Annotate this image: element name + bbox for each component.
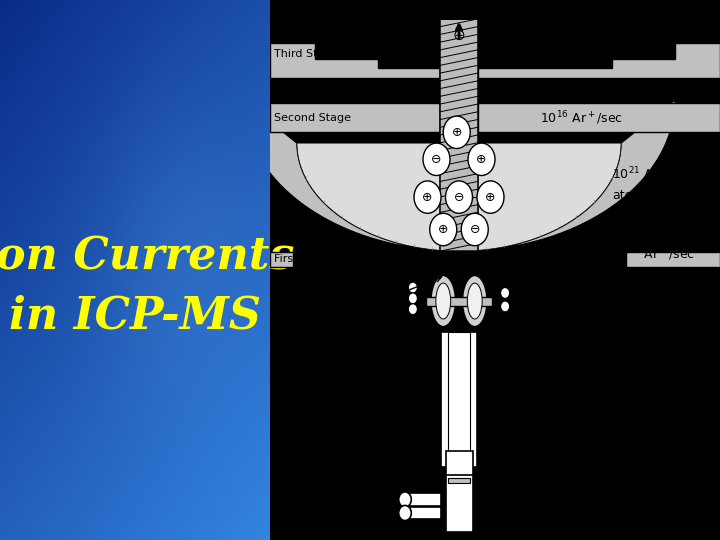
Text: ⊕: ⊕ bbox=[485, 191, 496, 204]
Text: ⊕: ⊕ bbox=[422, 191, 433, 204]
Text: Ion Currents: Ion Currents bbox=[0, 235, 294, 278]
Text: in ICP-MS: in ICP-MS bbox=[9, 294, 261, 338]
Bar bbox=[440, 19, 478, 251]
Polygon shape bbox=[270, 43, 440, 78]
Circle shape bbox=[408, 293, 418, 303]
Circle shape bbox=[446, 181, 472, 213]
Bar bbox=[441, 19, 477, 251]
Text: ⊕: ⊕ bbox=[438, 223, 449, 236]
Ellipse shape bbox=[467, 283, 482, 319]
Text: $10^{16}$ Ar$^+$/sec: $10^{16}$ Ar$^+$/sec bbox=[540, 109, 623, 126]
Text: ⊖: ⊖ bbox=[469, 223, 480, 236]
Ellipse shape bbox=[436, 283, 451, 319]
Bar bbox=[405, 493, 441, 506]
Circle shape bbox=[430, 213, 456, 246]
Text: First Stage: First Stage bbox=[274, 254, 334, 264]
Polygon shape bbox=[243, 100, 675, 251]
Text: ⊕: ⊕ bbox=[489, 44, 501, 58]
Bar bbox=[426, 297, 492, 306]
Text: $10^{13}$ Ar$^+$/sec $\longrightarrow$ 1 X 10$^{-6}$ A: $10^{13}$ Ar$^+$/sec $\longrightarrow$ 1… bbox=[396, 4, 576, 21]
Text: ⊖: ⊖ bbox=[454, 191, 464, 204]
Bar bbox=[405, 507, 441, 519]
Circle shape bbox=[408, 282, 418, 293]
Bar bbox=[270, 252, 292, 267]
Circle shape bbox=[444, 116, 470, 148]
Circle shape bbox=[477, 181, 504, 213]
Bar bbox=[446, 475, 472, 532]
Text: 0.1% ionized: 0.1% ionized bbox=[644, 211, 715, 221]
Text: $10^{21}$ Argon
atoms/sec: $10^{21}$ Argon atoms/sec bbox=[612, 165, 682, 202]
Text: ⊕: ⊕ bbox=[476, 153, 487, 166]
Bar bbox=[441, 332, 477, 467]
Circle shape bbox=[500, 287, 510, 298]
Text: ⊕: ⊕ bbox=[422, 44, 433, 58]
Bar bbox=[448, 332, 470, 467]
Polygon shape bbox=[478, 43, 720, 78]
Text: $10^{18}$ Ar$^+$/sec: $10^{18}$ Ar$^+$/sec bbox=[612, 245, 695, 262]
Text: $10^{18}$ Argon
atoms/cm$^3$: $10^{18}$ Argon atoms/cm$^3$ bbox=[274, 292, 344, 334]
Bar bbox=[446, 451, 472, 483]
Text: Third Stage: Third Stage bbox=[274, 49, 339, 59]
Text: ⊖: ⊖ bbox=[431, 153, 442, 166]
Bar bbox=[478, 103, 720, 132]
Circle shape bbox=[468, 143, 495, 176]
Circle shape bbox=[408, 303, 418, 314]
Bar bbox=[448, 478, 470, 483]
Text: ⊕: ⊕ bbox=[453, 28, 465, 43]
Text: Second Stage: Second Stage bbox=[274, 113, 351, 123]
Circle shape bbox=[462, 213, 488, 246]
Circle shape bbox=[399, 505, 411, 521]
Text: ⊕: ⊕ bbox=[451, 126, 462, 139]
Ellipse shape bbox=[462, 275, 487, 327]
Polygon shape bbox=[297, 143, 621, 251]
Circle shape bbox=[500, 301, 510, 312]
Circle shape bbox=[423, 143, 450, 176]
Bar bbox=[270, 103, 440, 132]
Circle shape bbox=[414, 181, 441, 213]
Bar bbox=[626, 252, 720, 267]
Ellipse shape bbox=[431, 275, 456, 327]
Circle shape bbox=[399, 492, 411, 507]
